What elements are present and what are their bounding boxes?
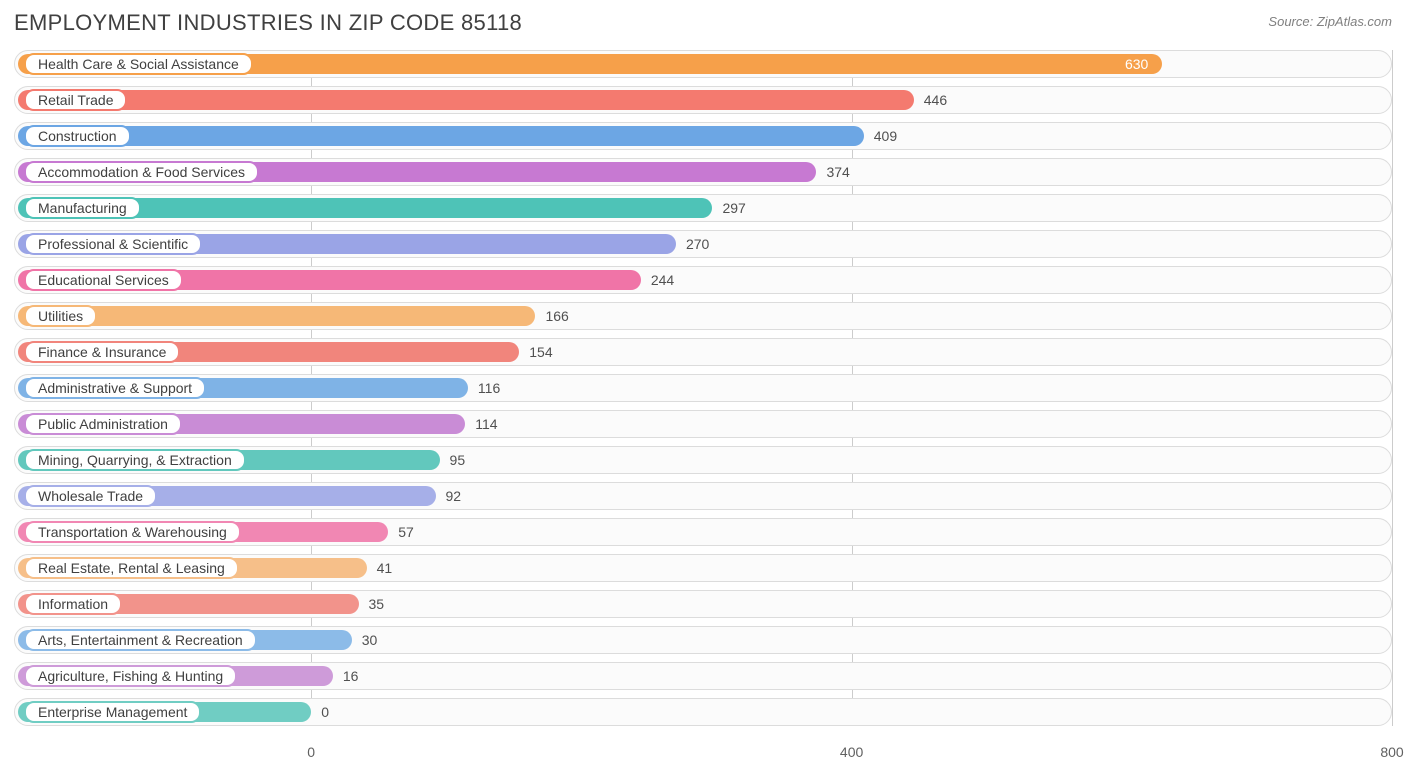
bar-category-label: Manufacturing: [24, 197, 141, 219]
bar-fill: [18, 90, 914, 110]
bar-category-label: Accommodation & Food Services: [24, 161, 259, 183]
bar-row: Retail Trade 446: [14, 86, 1392, 114]
grid-line: [1392, 50, 1393, 726]
bar-row: Arts, Entertainment & Recreation 30: [14, 626, 1392, 654]
chart-source: Source: ZipAtlas.com: [1268, 14, 1392, 29]
bar-value-label: 116: [478, 380, 500, 396]
bar-row: Administrative & Support 116: [14, 374, 1392, 402]
bar-category-label: Information: [24, 593, 122, 615]
bar-category-label: Real Estate, Rental & Leasing: [24, 557, 239, 579]
chart-plot-area: Health Care & Social Assistance 630 Retail…: [14, 50, 1392, 726]
bar-row: Accommodation & Food Services 374: [14, 158, 1392, 186]
bar-value-label: 30: [362, 632, 378, 648]
bar-row: Educational Services 244: [14, 266, 1392, 294]
x-axis: 0400800: [14, 744, 1392, 764]
bar-category-label: Wholesale Trade: [24, 485, 157, 507]
bar-category-label: Enterprise Management: [24, 701, 201, 723]
x-axis-tick: 0: [307, 744, 315, 760]
bar-category-label: Retail Trade: [24, 89, 127, 111]
source-name: ZipAtlas.com: [1317, 14, 1392, 29]
bar-row: Construction 409: [14, 122, 1392, 150]
bar-value-label: 630: [1125, 56, 1148, 72]
bar-value-label: 374: [826, 164, 849, 180]
bar-category-label: Administrative & Support: [24, 377, 206, 399]
bar-value-label: 57: [398, 524, 414, 540]
x-axis-tick: 800: [1380, 744, 1403, 760]
bar-value-label: 41: [377, 560, 393, 576]
bar-category-label: Public Administration: [24, 413, 182, 435]
chart-container: EMPLOYMENT INDUSTRIES IN ZIP CODE 85118 …: [0, 0, 1406, 776]
bar-value-label: 16: [343, 668, 359, 684]
bar-row: Enterprise Management 0: [14, 698, 1392, 726]
bar-row: Real Estate, Rental & Leasing 41: [14, 554, 1392, 582]
source-label: Source:: [1268, 14, 1313, 29]
bar-value-label: 409: [874, 128, 897, 144]
bar-category-label: Mining, Quarrying, & Extraction: [24, 449, 246, 471]
bar-category-label: Construction: [24, 125, 131, 147]
bar-row: Agriculture, Fishing & Hunting 16: [14, 662, 1392, 690]
bar-value-label: 114: [475, 416, 497, 432]
chart-title: EMPLOYMENT INDUSTRIES IN ZIP CODE 85118: [14, 10, 522, 36]
chart-header: EMPLOYMENT INDUSTRIES IN ZIP CODE 85118 …: [14, 10, 1392, 36]
bar-value-label: 0: [321, 704, 329, 720]
bar-fill: [18, 126, 864, 146]
bar-category-label: Transportation & Warehousing: [24, 521, 241, 543]
bar-value-label: 446: [924, 92, 947, 108]
bar-row: Professional & Scientific 270: [14, 230, 1392, 258]
bar-row: Transportation & Warehousing 57: [14, 518, 1392, 546]
bar-row: Information 35: [14, 590, 1392, 618]
bar-category-label: Agriculture, Fishing & Hunting: [24, 665, 237, 687]
bar-value-label: 244: [651, 272, 674, 288]
bar-value-label: 92: [446, 488, 462, 504]
bar-row: Manufacturing 297: [14, 194, 1392, 222]
bar-row: Public Administration 114: [14, 410, 1392, 438]
bar-value-label: 95: [450, 452, 466, 468]
bar-category-label: Utilities: [24, 305, 97, 327]
x-axis-tick: 400: [840, 744, 863, 760]
bar-row: Wholesale Trade 92: [14, 482, 1392, 510]
bar-category-label: Professional & Scientific: [24, 233, 202, 255]
bar-row: Health Care & Social Assistance 630: [14, 50, 1392, 78]
bar-category-label: Arts, Entertainment & Recreation: [24, 629, 257, 651]
bar-category-label: Educational Services: [24, 269, 183, 291]
bar-value-label: 270: [686, 236, 709, 252]
bar-value-label: 297: [722, 200, 745, 216]
bar-value-label: 166: [545, 308, 568, 324]
bar-value-label: 35: [369, 596, 385, 612]
bar-row: Mining, Quarrying, & Extraction 95: [14, 446, 1392, 474]
bar-row: Utilities 166: [14, 302, 1392, 330]
bar-row: Finance & Insurance 154: [14, 338, 1392, 366]
bar-value-label: 154: [529, 344, 552, 360]
bar-category-label: Health Care & Social Assistance: [24, 53, 253, 75]
bar-category-label: Finance & Insurance: [24, 341, 180, 363]
